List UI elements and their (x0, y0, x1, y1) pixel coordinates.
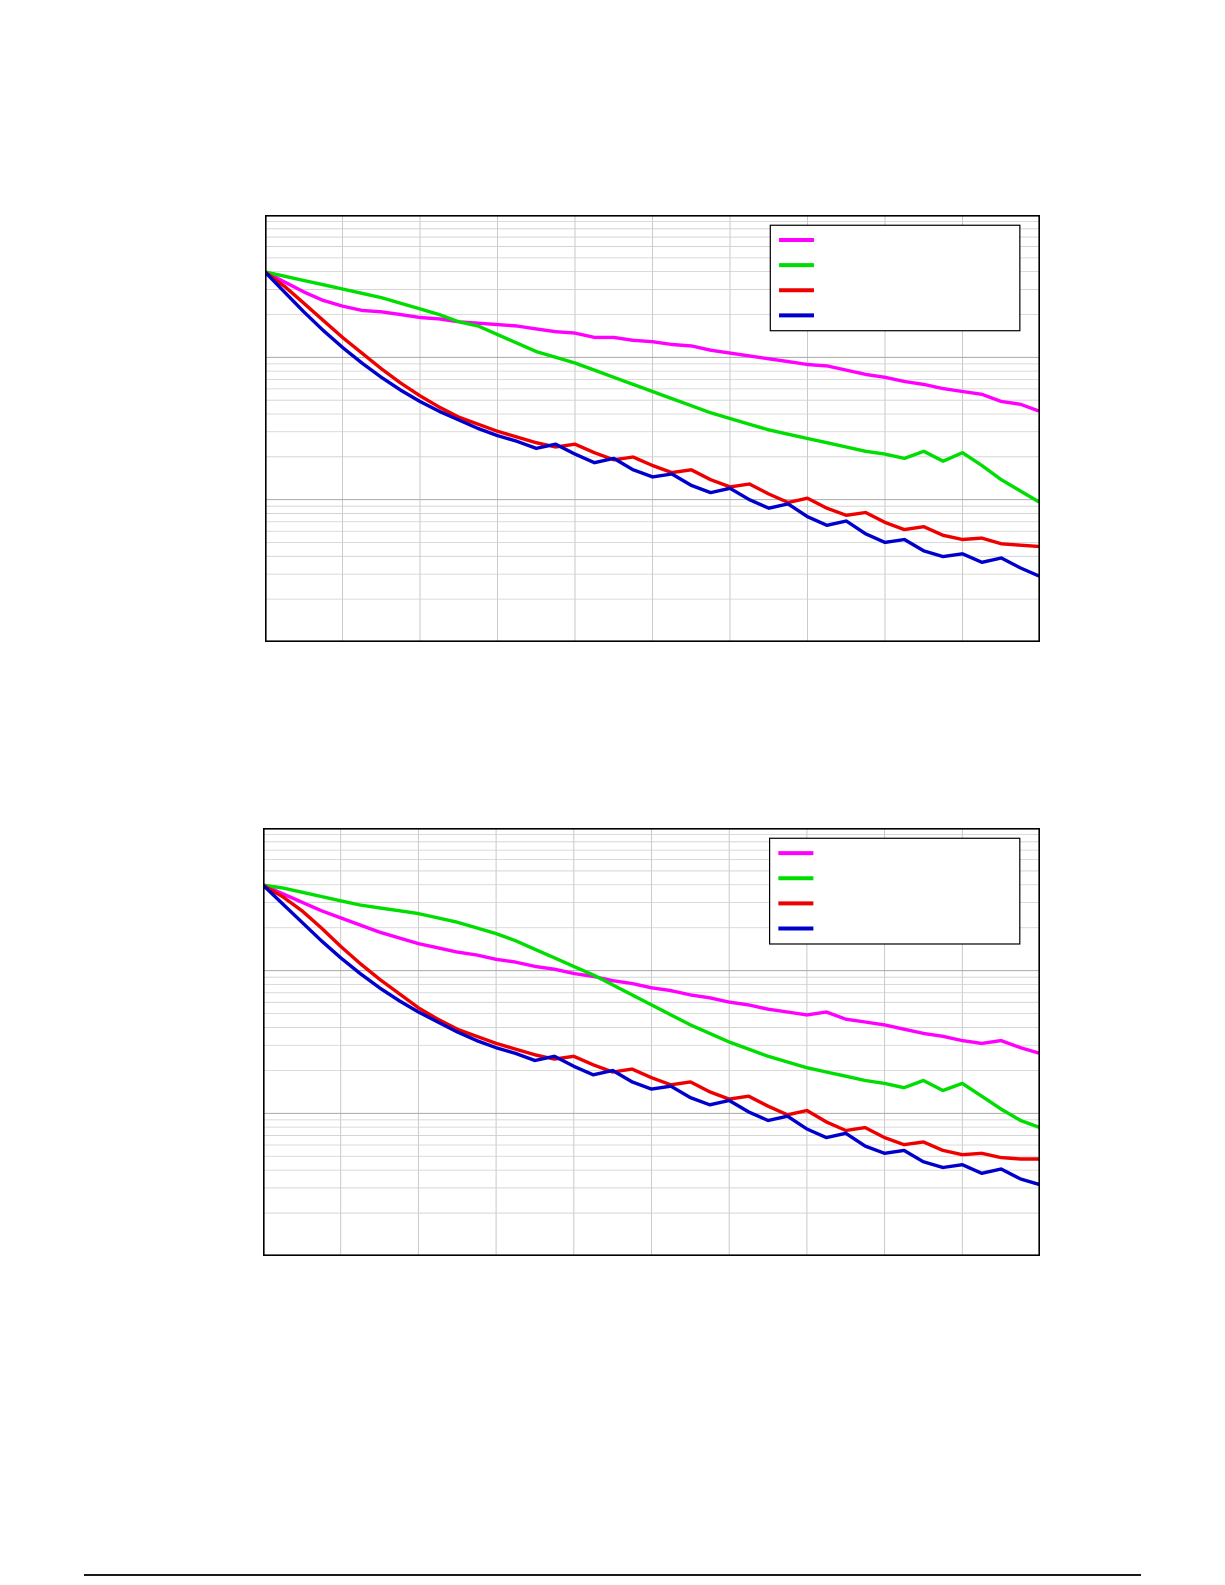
legend-box (769, 224, 1021, 332)
green-series-line (265, 270, 1040, 505)
top-chart-canvas (265, 215, 1040, 642)
top-chart (265, 215, 1040, 642)
bottom-chart-canvas (263, 828, 1040, 1256)
blue-series-line (263, 883, 1040, 1187)
red-series-line (265, 270, 1040, 549)
blue-series-line (265, 270, 1040, 579)
bottom-chart (263, 828, 1040, 1256)
red-series-line (263, 883, 1040, 1161)
plot-border (263, 828, 1040, 1256)
magenta-series-line (263, 883, 1040, 1056)
legend-box (769, 837, 1021, 945)
footer-rule (84, 1574, 1141, 1576)
green-series-line (263, 883, 1040, 1130)
magenta-series-line (265, 270, 1040, 414)
plot-border (265, 215, 1040, 642)
